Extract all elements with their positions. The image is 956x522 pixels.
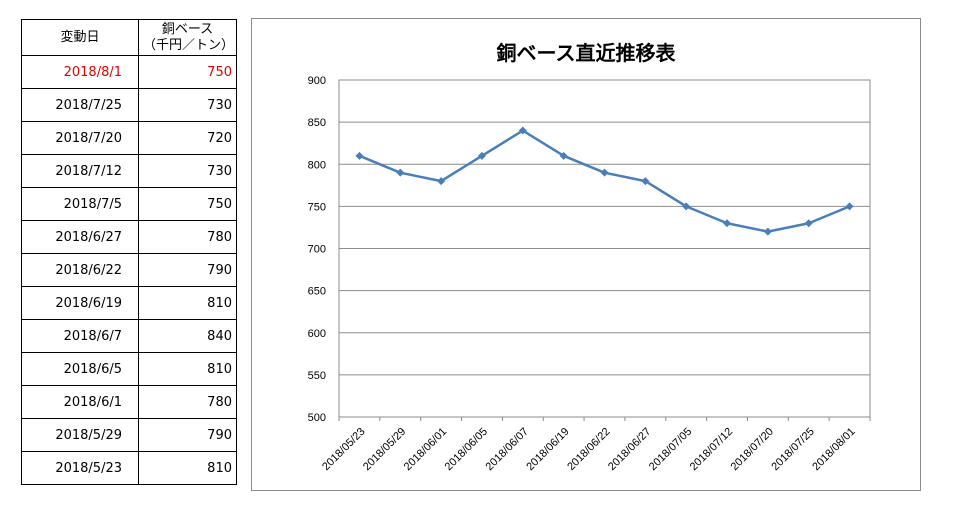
data-point bbox=[763, 227, 772, 236]
row-price: 720 bbox=[138, 121, 237, 155]
row-date: 2018/6/27 bbox=[21, 220, 139, 254]
table-row: 2018/5/23 810 bbox=[21, 451, 237, 485]
row-price: 790 bbox=[138, 418, 237, 452]
data-point bbox=[845, 202, 854, 211]
row-price: 840 bbox=[138, 319, 237, 353]
x-tick-label: 2018/05/23 bbox=[320, 426, 367, 473]
header-date: 変動日 bbox=[21, 19, 139, 56]
header-price-line1: 銅ベース bbox=[161, 21, 214, 37]
row-date: 2018/5/29 bbox=[21, 418, 139, 452]
row-price: 810 bbox=[138, 451, 237, 485]
data-point bbox=[396, 168, 405, 177]
row-date: 2018/6/1 bbox=[21, 385, 139, 419]
row-price: 810 bbox=[138, 286, 237, 320]
row-date: 2018/6/5 bbox=[21, 352, 139, 386]
table-row: 2018/6/7 840 bbox=[21, 319, 237, 353]
data-point bbox=[518, 126, 527, 135]
header-price-line2: （千円／トン） bbox=[143, 37, 235, 53]
row-price: 750 bbox=[138, 187, 237, 221]
table-row: 2018/5/29 790 bbox=[21, 418, 237, 452]
row-date: 2018/7/20 bbox=[21, 121, 139, 155]
x-tick-label: 2018/06/05 bbox=[443, 426, 490, 473]
table-row: 2018/7/20 720 bbox=[21, 121, 237, 155]
x-tick-label: 2018/06/01 bbox=[402, 426, 449, 473]
x-tick-label: 2018/06/19 bbox=[524, 426, 571, 473]
data-point bbox=[437, 177, 446, 186]
data-point bbox=[477, 151, 486, 160]
x-tick-label: 2018/08/01 bbox=[810, 426, 857, 473]
row-price: 730 bbox=[138, 88, 237, 122]
x-tick-label: 2018/07/25 bbox=[769, 426, 816, 473]
row-price: 810 bbox=[138, 352, 237, 386]
data-point bbox=[682, 202, 691, 211]
table-row: 2018/6/19 810 bbox=[21, 286, 237, 320]
table-row: 2018/6/5 810 bbox=[21, 352, 237, 386]
x-tick-label: 2018/07/20 bbox=[729, 426, 776, 473]
chart-area: 銅ベース直近推移表 500 550 600 650 700 750 800 850 900 201… bbox=[251, 18, 921, 491]
x-tick-label: 2018/05/29 bbox=[361, 426, 408, 473]
data-point bbox=[355, 151, 364, 160]
line-chart: 5005506006507007508008509002018/05/23201… bbox=[308, 75, 871, 473]
data-point bbox=[723, 219, 732, 228]
row-date: 2018/7/25 bbox=[21, 88, 139, 122]
row-date: 2018/8/1 bbox=[21, 55, 139, 89]
y-tick-label: 700 bbox=[308, 244, 326, 256]
row-date: 2018/6/7 bbox=[21, 319, 139, 353]
row-price: 750 bbox=[138, 55, 237, 89]
header-price: 銅ベース （千円／トン） bbox=[138, 19, 237, 56]
row-date: 2018/7/12 bbox=[21, 154, 139, 188]
table-row: 2018/6/22 790 bbox=[21, 253, 237, 287]
data-point bbox=[804, 219, 813, 228]
y-tick-label: 650 bbox=[308, 286, 326, 298]
y-tick-label: 500 bbox=[308, 412, 326, 424]
x-tick-label: 2018/06/07 bbox=[484, 426, 531, 473]
table-row: 2018/7/12 730 bbox=[21, 154, 237, 188]
row-date: 2018/7/5 bbox=[21, 187, 139, 221]
row-price: 730 bbox=[138, 154, 237, 188]
plot-area-border bbox=[338, 79, 871, 418]
table-row: 2018/7/5 750 bbox=[21, 187, 237, 221]
table-row: 2018/6/1 780 bbox=[21, 385, 237, 419]
copper-price-table: 変動日 銅ベース （千円／トン） 2018/8/1 750 2018/7/25 730… bbox=[21, 19, 237, 485]
x-tick-label: 2018/06/27 bbox=[606, 426, 653, 473]
x-tick-label: 2018/07/05 bbox=[647, 426, 694, 473]
row-price: 780 bbox=[138, 385, 237, 419]
data-point bbox=[559, 151, 568, 160]
data-point bbox=[600, 168, 609, 177]
table-row: 2018/8/1 750 bbox=[21, 55, 237, 89]
y-tick-label: 900 bbox=[308, 75, 326, 87]
data-point bbox=[641, 177, 650, 186]
y-tick-label: 550 bbox=[308, 370, 326, 382]
table-header-row: 変動日 銅ベース （千円／トン） bbox=[21, 19, 237, 56]
table-row: 2018/7/25 730 bbox=[21, 88, 237, 122]
y-tick-label: 600 bbox=[308, 328, 326, 340]
y-tick-label: 850 bbox=[308, 117, 326, 129]
row-date: 2018/6/19 bbox=[21, 286, 139, 320]
y-tick-label: 750 bbox=[308, 201, 326, 213]
series-line bbox=[358, 129, 851, 233]
row-date: 2018/6/22 bbox=[21, 253, 139, 287]
row-price: 780 bbox=[138, 220, 237, 254]
table-row: 2018/6/27 780 bbox=[21, 220, 237, 254]
y-tick-label: 800 bbox=[308, 159, 326, 171]
x-tick-label: 2018/06/22 bbox=[565, 426, 612, 473]
row-date: 2018/5/23 bbox=[21, 451, 139, 485]
x-tick-label: 2018/07/12 bbox=[688, 426, 735, 473]
chart-title: 銅ベース直近推移表 bbox=[496, 41, 676, 65]
row-price: 790 bbox=[138, 253, 237, 287]
